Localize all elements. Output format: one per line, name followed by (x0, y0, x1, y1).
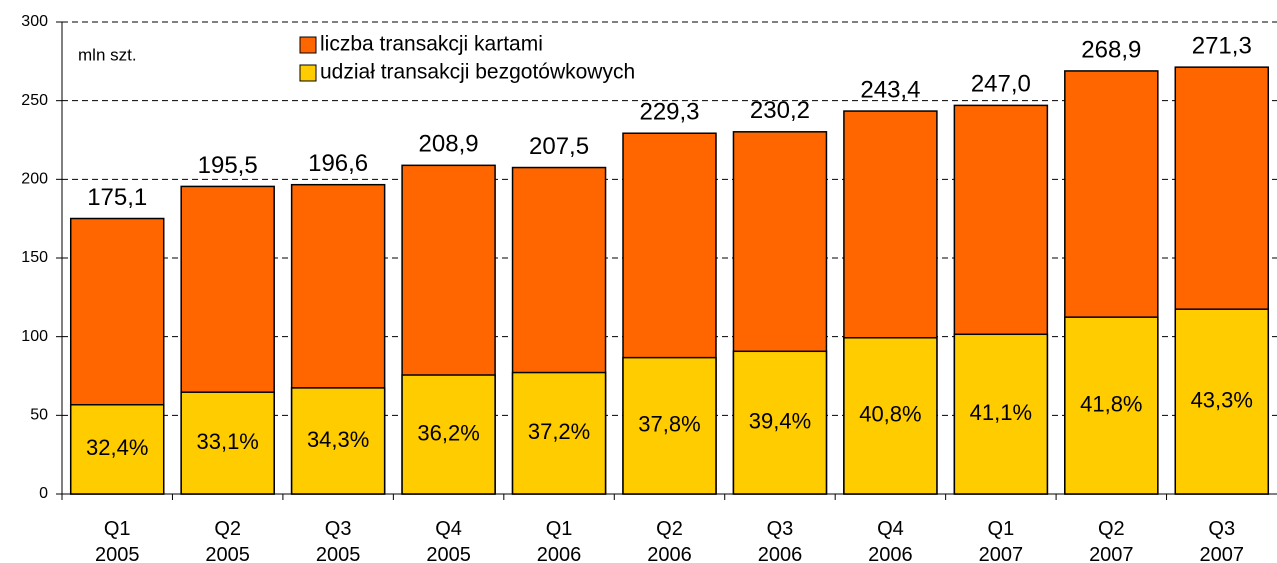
bar-share (1174, 308, 1270, 495)
bar-share (401, 374, 496, 495)
total-label: 247,0 (971, 71, 1031, 98)
bar-share (180, 391, 275, 495)
bar-share (1064, 316, 1159, 495)
y-tick-label: 150 (21, 249, 48, 266)
total-label: 175,1 (87, 184, 147, 211)
bar-share (622, 356, 717, 495)
unit-annotation: mln szt. (78, 45, 137, 64)
x-tick-label: Q3 2007 (1200, 518, 1245, 563)
bar-share (953, 333, 1049, 495)
y-tick-label: 250 (21, 92, 48, 109)
x-tick-label: Q2 2005 (205, 518, 250, 563)
legend-swatch (299, 36, 317, 54)
y-tick-label: 300 (21, 13, 48, 30)
share-label: 33,1% (196, 429, 258, 454)
total-label: 230,2 (750, 97, 810, 124)
x-tick-label: Q4 2005 (426, 518, 471, 563)
y-tick-label: 200 (21, 171, 48, 188)
x-tick-label: Q1 2007 (979, 518, 1024, 563)
share-label: 41,8% (1080, 391, 1142, 416)
total-label: 268,9 (1081, 36, 1141, 63)
x-tick-label: Q1 2006 (537, 518, 582, 563)
x-tick-label: Q2 2006 (647, 518, 692, 563)
total-label: 229,3 (639, 99, 699, 126)
share-label: 32,4% (86, 435, 148, 460)
share-label: 37,8% (638, 412, 700, 437)
legend-swatch (299, 64, 317, 82)
share-label: 40,8% (859, 402, 921, 427)
legend-label: liczba transakcji kartami (320, 33, 543, 56)
x-tick-label: Q1 2005 (95, 518, 140, 563)
bar-share (69, 403, 165, 495)
share-label: 37,2% (528, 419, 590, 444)
share-label: 36,2% (417, 420, 479, 445)
legend-label: udział transakcji bezgotówkowych (320, 61, 635, 84)
bar-share (843, 337, 938, 495)
share-label: 43,3% (1191, 387, 1253, 412)
y-tick-label: 0 (39, 485, 48, 502)
x-tick-label: Q3 2006 (758, 518, 803, 563)
bar-share (732, 350, 828, 495)
x-tick-label: Q2 2007 (1089, 518, 1134, 563)
total-label: 208,9 (419, 131, 479, 158)
y-tick-label: 100 (21, 328, 48, 345)
share-label: 34,3% (307, 427, 369, 452)
total-label: 196,6 (308, 150, 368, 177)
share-label: 41,1% (970, 400, 1032, 425)
total-label: 195,5 (198, 152, 258, 179)
x-tick-label: Q3 2005 (316, 518, 361, 563)
total-label: 207,5 (529, 133, 589, 160)
share-label: 39,4% (749, 408, 811, 433)
total-label: 243,4 (860, 76, 920, 103)
total-label: 271,3 (1192, 32, 1252, 59)
bar-share (511, 371, 607, 495)
x-tick-label: Q4 2006 (868, 518, 913, 563)
y-tick-label: 50 (30, 407, 48, 424)
